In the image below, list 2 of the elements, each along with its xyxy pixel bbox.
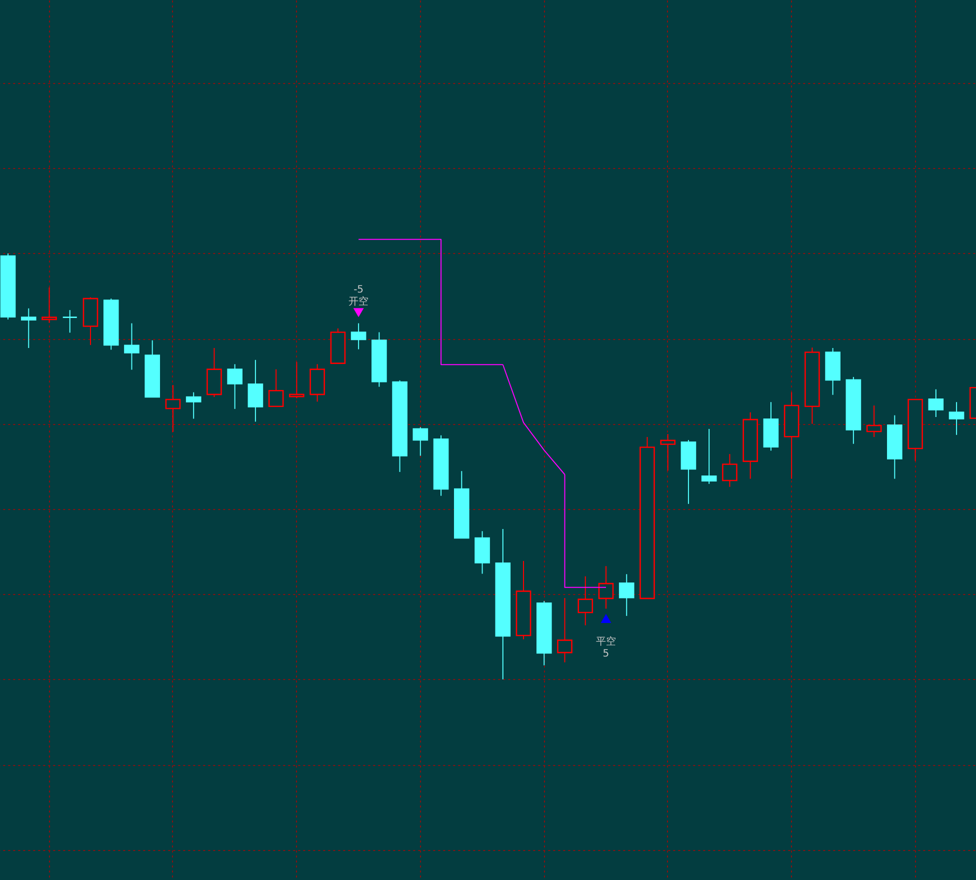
annotation: 平空 5 <box>596 635 616 660</box>
annotation: -5 开空 <box>348 284 369 308</box>
